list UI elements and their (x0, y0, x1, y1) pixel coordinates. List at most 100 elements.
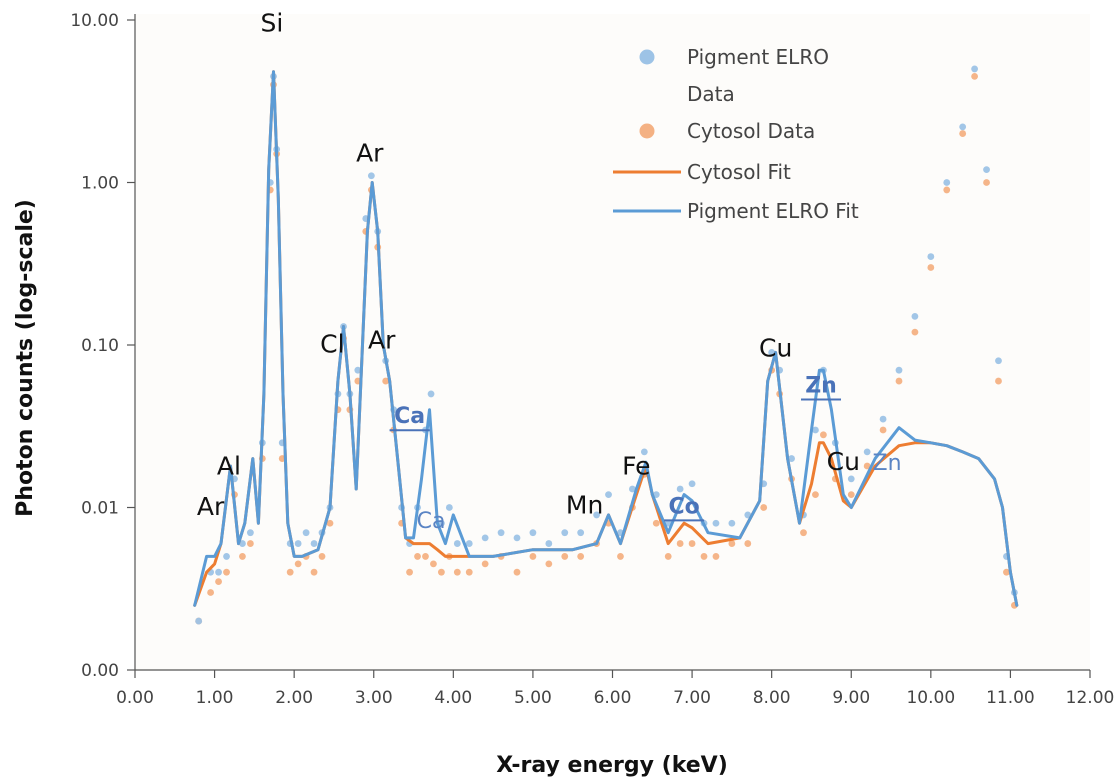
data-point (943, 179, 951, 186)
data-point (529, 553, 537, 560)
data-point (640, 448, 648, 456)
element-label: Ar (368, 326, 396, 355)
x-tick-label: 10.00 (906, 688, 955, 708)
element-label: Ca (417, 509, 446, 534)
data-point (465, 540, 473, 547)
data-point (628, 485, 636, 493)
data-point (863, 462, 871, 470)
data-point (481, 534, 489, 542)
element-label: Ar (197, 492, 225, 521)
element-label: Co (668, 494, 699, 519)
data-point (847, 491, 855, 499)
data-point (215, 578, 222, 585)
data-point (971, 72, 979, 80)
data-point (688, 540, 696, 547)
data-point (760, 504, 768, 511)
x-axis: 0.00 1.00 2.00 3.00 4.00 5.00 6.00 7.00 8.00 9.00… (116, 669, 1114, 708)
data-point (246, 540, 254, 547)
data-point (382, 377, 390, 385)
data-point (744, 511, 752, 519)
data-point (927, 264, 935, 271)
x-tick-label: 4.00 (434, 688, 472, 708)
data-point (246, 529, 254, 537)
legend-marker (639, 49, 655, 65)
element-label: Zn (805, 374, 837, 399)
element-label: Al (217, 451, 241, 480)
data-point (728, 519, 736, 527)
data-point (354, 366, 362, 374)
data-point (995, 357, 1002, 365)
data-point (847, 475, 855, 483)
data-point (453, 540, 461, 547)
data-point (728, 540, 736, 547)
data-point (879, 426, 887, 434)
data-point (788, 455, 795, 462)
data-point (465, 568, 473, 576)
x-tick-label: 5.00 (514, 688, 552, 708)
legend-label: Cytosol Data (687, 119, 815, 143)
data-point (223, 553, 230, 560)
data-point (959, 130, 967, 137)
x-tick-label: 2.00 (275, 688, 313, 708)
data-point (911, 312, 919, 320)
data-point (223, 568, 230, 576)
legend-label: Pigment ELRO (687, 45, 829, 69)
data-point (676, 540, 684, 547)
data-point (593, 511, 600, 519)
legend-label: Cytosol Fit (687, 160, 791, 184)
data-point (207, 589, 215, 596)
data-point (676, 485, 684, 493)
data-point (971, 65, 979, 73)
x-axis-title: X-ray energy (keV) (496, 753, 728, 778)
data-point (367, 172, 375, 180)
y-tick-label: 0.01 (81, 499, 119, 519)
data-point (195, 617, 203, 625)
data-point (545, 560, 553, 568)
scatter-series (195, 72, 1018, 625)
legend: Pigment ELRO Data Cytosol Data Cytosol Fit P… (613, 45, 859, 223)
data-point (768, 349, 776, 356)
data-point (497, 529, 505, 537)
y-axis-title: Photon counts (log-scale) (13, 199, 38, 517)
x-tick-label: 8.00 (753, 688, 791, 708)
data-point (863, 448, 871, 456)
data-point (310, 540, 318, 547)
data-point (430, 560, 437, 568)
data-point (286, 568, 294, 576)
x-tick-label: 9.00 (832, 688, 870, 708)
data-point (445, 504, 453, 511)
data-point (1003, 568, 1010, 576)
element-label: Fe (622, 451, 650, 480)
data-point (812, 426, 819, 434)
y-tick-label: 0.00 (81, 661, 119, 681)
data-point (712, 519, 720, 527)
element-label: Cu (827, 447, 860, 476)
data-point (577, 529, 585, 537)
data-point (943, 186, 951, 194)
data-point (812, 491, 819, 499)
element-label: Cu (759, 333, 792, 362)
data-point (427, 390, 435, 398)
data-point (239, 553, 246, 560)
data-point (294, 540, 302, 547)
data-point (302, 529, 310, 537)
fit-lines-group (193, 70, 1019, 607)
element-label: Ca (394, 404, 425, 429)
element-annotations: Ar Al Si Cl Ar Ar Ca Ca Mn Fe Co Cu Zn Cu Zn (197, 8, 902, 533)
x-tick-label: 6.00 (594, 688, 632, 708)
data-point (414, 553, 421, 560)
data-point (927, 253, 935, 260)
data-point (744, 540, 752, 547)
data-point (437, 568, 445, 576)
data-point (652, 519, 660, 527)
data-point (215, 568, 222, 576)
element-label: Cl (320, 329, 344, 358)
y-tick-label: 10.00 (70, 11, 119, 31)
data-point (983, 166, 990, 174)
data-point (406, 568, 413, 576)
data-point (617, 553, 624, 560)
data-point (529, 529, 537, 537)
legend-label: Pigment ELRO Fit (687, 199, 859, 223)
data-point (895, 366, 903, 374)
data-point (239, 540, 246, 547)
